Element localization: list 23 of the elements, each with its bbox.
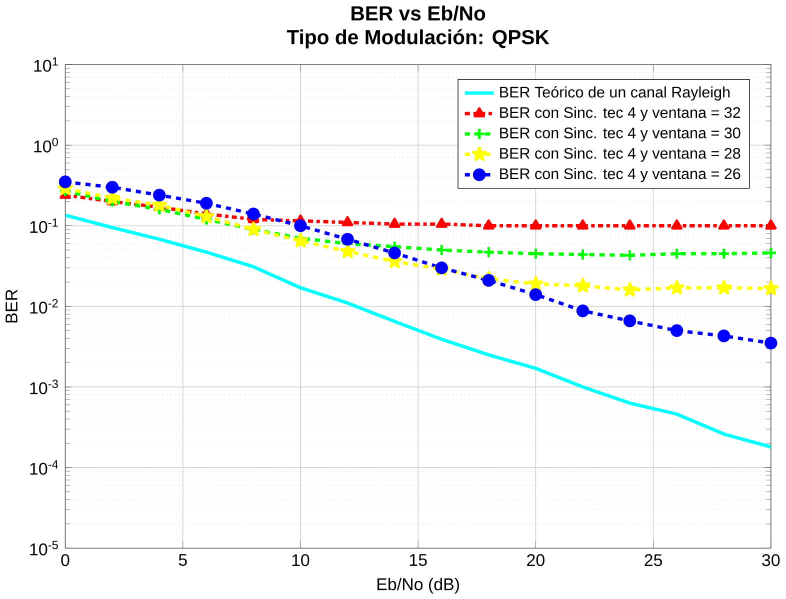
y-tick-label: 10$^{-1}$ (30, 218, 58, 233)
y-tick-label: 10$^{-4}$ (30, 460, 58, 475)
x-tick-label: 5 (178, 554, 187, 566)
x-tick-label: 20 (527, 554, 544, 566)
x-axis-title: Eb/No (dB) (378, 578, 459, 594)
legend-label: BER con Sinc. tec 4 y ventana = 30 (500, 127, 740, 142)
y-tick-label: 10$^{-5}$ (30, 540, 58, 556)
y-tick-label: 10$^{1}$ (34, 57, 58, 72)
x-tick-label: 30 (762, 554, 780, 566)
x-tick-label: 10 (292, 554, 310, 566)
legend-label: BER con Sinc. tec 4 y ventana = 28 (500, 147, 740, 162)
x-tick-label: 25 (644, 554, 662, 566)
y-tick-label: 10$^{0}$ (34, 138, 58, 152)
x-tick-label: 15 (410, 554, 427, 566)
chart-title: BER vs Eb/No (352, 6, 486, 21)
y-tick-label: 10$^{-3}$ (30, 380, 58, 394)
y-tick-label: 10$^{-2}$ (30, 298, 58, 314)
chart-subtitle: Tipo de Modulación: QPSK (286, 29, 550, 48)
legend-label: BER con Sinc. tec 4 y ventana = 26 (500, 168, 740, 182)
x-tick-label: 0 (61, 554, 70, 566)
legend-label: BER con Sinc. tec 4 y ventana = 32 (500, 106, 740, 121)
legend-label: BER Teórico de un canal Rayleigh (500, 86, 730, 100)
y-axis-title: BER (6, 290, 18, 322)
